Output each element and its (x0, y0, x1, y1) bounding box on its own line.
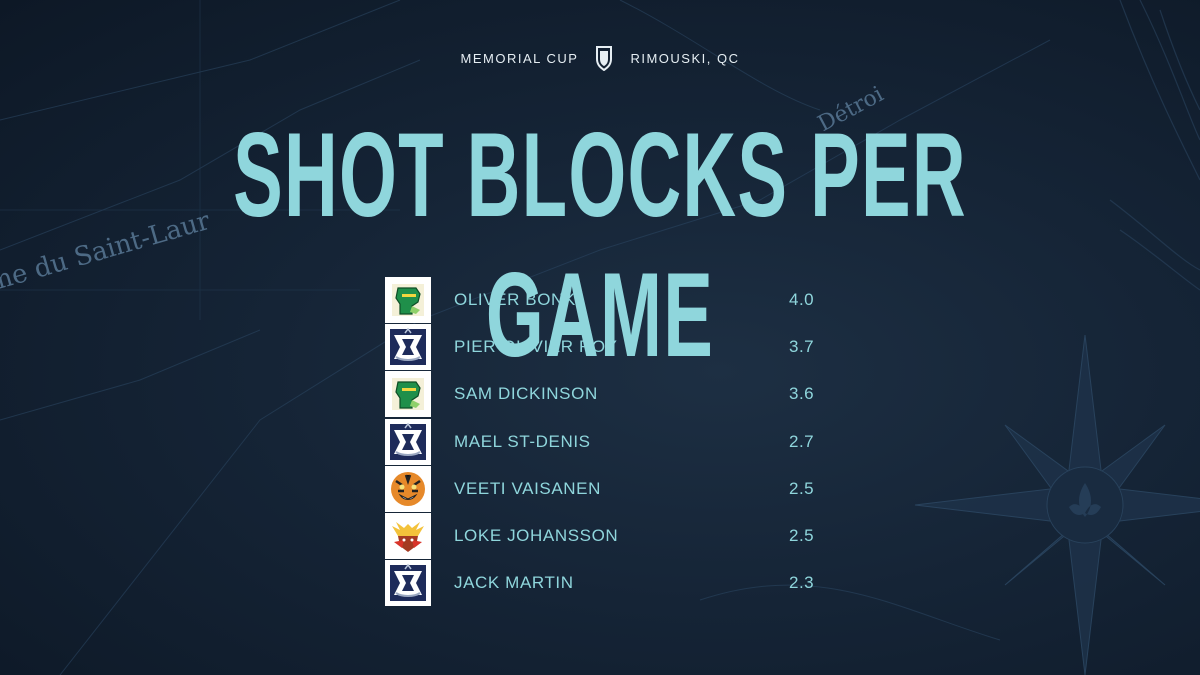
player-row: LOKE JOHANSSON 2.5 (385, 512, 835, 560)
moose-head-logo (385, 513, 431, 560)
oceanic-logo (385, 418, 431, 465)
player-row: PIER-OLIVIER ROY 3.7 (385, 323, 835, 370)
shot-blocks-value: 2.5 (789, 478, 815, 498)
player-name: SAM DICKINSON (454, 384, 598, 404)
player-row: MAEL ST-DENIS 2.7 (385, 418, 835, 465)
player-name: JACK MARTIN (454, 573, 574, 593)
shield-crest-icon (596, 46, 613, 71)
player-row: VEETI VAISANEN 2.5 (385, 465, 835, 512)
event-header: MEMORIAL CUP RIMOUSKI, QC (0, 40, 1200, 76)
shot-blocks-value: 3.7 (789, 336, 815, 356)
knights-helmet-logo (385, 371, 431, 418)
shot-blocks-value: 2.3 (789, 573, 815, 593)
player-name: PIER-OLIVIER ROY (454, 336, 618, 356)
shot-blocks-value: 2.7 (789, 431, 815, 451)
shot-blocks-value: 3.6 (789, 384, 815, 404)
page-title: SHOT BLOCKS PER GAME (233, 108, 967, 382)
player-name: LOKE JOHANSSON (454, 526, 619, 546)
knights-helmet-logo (385, 276, 431, 323)
player-row: OLIVER BONK 4.0 (385, 276, 835, 323)
player-name: MAEL ST-DENIS (454, 431, 591, 451)
oceanic-logo (385, 323, 431, 370)
leaderboard-list: OLIVER BONK 4.0 PIER-OLIVIER ROY 3.7 SAM DIC… (385, 276, 835, 607)
header-event-name: MEMORIAL CUP (460, 50, 579, 66)
player-name: VEETI VAISANEN (454, 478, 601, 498)
player-row: JACK MARTIN 2.3 (385, 560, 835, 607)
map-label-saint-laurent: me du Saint-Laur (0, 206, 214, 298)
tiger-head-logo (385, 465, 431, 512)
oceanic-logo (385, 560, 431, 607)
header-location: RIMOUSKI, QC (630, 50, 740, 66)
player-name: OLIVER BONK (454, 289, 576, 309)
shot-blocks-value: 4.0 (789, 289, 815, 309)
shot-blocks-value: 2.5 (789, 526, 815, 546)
player-row: SAM DICKINSON 3.6 (385, 371, 835, 418)
